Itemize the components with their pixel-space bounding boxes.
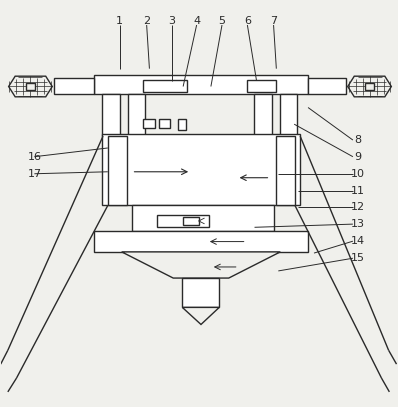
Text: 2: 2 bbox=[143, 16, 150, 26]
Bar bbox=[158, 119, 170, 128]
Bar bbox=[108, 136, 127, 205]
Bar bbox=[132, 206, 274, 231]
Bar bbox=[247, 80, 276, 92]
Text: 9: 9 bbox=[354, 152, 361, 162]
Text: 12: 12 bbox=[351, 202, 365, 212]
Text: 16: 16 bbox=[27, 152, 41, 162]
Bar bbox=[102, 94, 120, 136]
Text: 5: 5 bbox=[219, 16, 226, 26]
Polygon shape bbox=[182, 307, 219, 324]
Bar bbox=[182, 278, 219, 307]
Text: 7: 7 bbox=[270, 16, 277, 26]
Text: 6: 6 bbox=[244, 16, 251, 26]
Bar bbox=[254, 94, 271, 136]
Bar bbox=[94, 231, 308, 252]
Bar bbox=[102, 134, 300, 206]
Text: 1: 1 bbox=[116, 16, 123, 26]
Polygon shape bbox=[9, 76, 52, 97]
Bar bbox=[276, 136, 295, 205]
Text: 8: 8 bbox=[354, 135, 361, 145]
Bar bbox=[26, 83, 35, 90]
Bar bbox=[178, 119, 186, 130]
Bar bbox=[365, 83, 374, 90]
Bar bbox=[279, 94, 297, 136]
Polygon shape bbox=[122, 252, 280, 278]
Bar bbox=[94, 75, 308, 94]
Text: 11: 11 bbox=[351, 186, 365, 196]
Bar bbox=[183, 217, 199, 225]
Text: 13: 13 bbox=[351, 219, 365, 229]
Bar bbox=[128, 94, 145, 136]
Text: 15: 15 bbox=[351, 253, 365, 263]
Bar bbox=[54, 78, 94, 94]
Bar bbox=[142, 119, 154, 128]
Text: 17: 17 bbox=[27, 169, 41, 179]
Polygon shape bbox=[348, 76, 391, 97]
Text: 3: 3 bbox=[168, 16, 176, 26]
Text: 14: 14 bbox=[351, 236, 365, 246]
Bar bbox=[157, 214, 209, 227]
Text: 10: 10 bbox=[351, 169, 365, 179]
Text: 4: 4 bbox=[193, 16, 200, 26]
Bar bbox=[308, 78, 346, 94]
Bar bbox=[143, 80, 187, 92]
